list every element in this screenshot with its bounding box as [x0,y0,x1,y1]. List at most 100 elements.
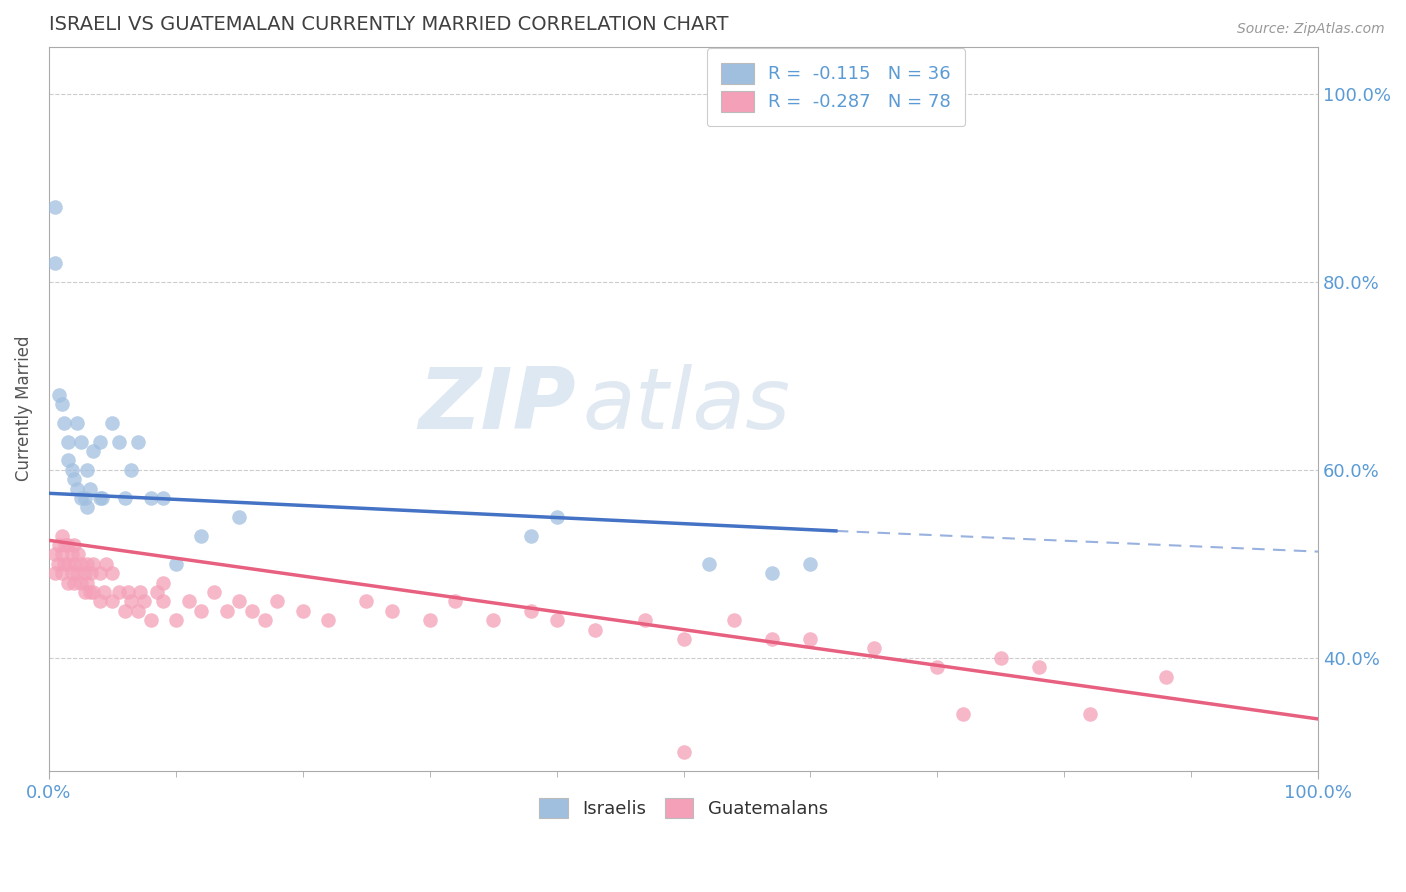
Point [114,604,136,618]
Point [69,557,91,571]
Point [76,463,98,477]
Point [51,566,73,581]
Point [444,594,467,608]
Point [48,538,70,552]
Point [89,566,111,581]
Point [101,594,124,608]
Point [56,538,79,552]
Point [69,491,91,505]
Point [69,434,91,449]
Point [546,509,568,524]
Point [990,651,1012,665]
Point [114,491,136,505]
Point [56,575,79,590]
Point [66,416,89,430]
Point [44,200,66,214]
Point [228,594,250,608]
Point [799,632,821,646]
Point [60,566,83,581]
Point [73,566,96,581]
Point [723,613,745,627]
Point [63,557,86,571]
Point [1154,670,1177,684]
Point [51,528,73,542]
Point [152,491,174,505]
Point [67,548,90,562]
Point [107,585,129,599]
Point [152,594,174,608]
Point [127,434,149,449]
Point [1028,660,1050,674]
Point [761,632,783,646]
Point [94,557,117,571]
Point [228,509,250,524]
Point [202,585,225,599]
Point [190,528,212,542]
Point [546,613,568,627]
Point [63,472,86,486]
Point [165,613,187,627]
Point [56,434,79,449]
Point [134,594,156,608]
Point [121,594,143,608]
Point [291,604,314,618]
Point [73,491,96,505]
Point [520,604,543,618]
Point [63,538,86,552]
Point [799,557,821,571]
Point [419,613,441,627]
Text: ISRAELI VS GUATEMALAN CURRENTLY MARRIED CORRELATION CHART: ISRAELI VS GUATEMALAN CURRENTLY MARRIED … [49,15,728,34]
Point [672,745,695,759]
Point [101,566,124,581]
Point [697,557,720,571]
Y-axis label: Currently Married: Currently Married [15,336,32,482]
Point [63,575,86,590]
Point [672,632,695,646]
Point [69,575,91,590]
Point [76,557,98,571]
Point [146,585,169,599]
Point [117,585,139,599]
Point [48,387,70,401]
Point [93,585,115,599]
Point [44,256,66,270]
Point [89,594,111,608]
Point [76,500,98,515]
Point [927,660,949,674]
Point [761,566,783,581]
Legend: Israelis, Guatemalans: Israelis, Guatemalans [530,789,837,827]
Point [121,463,143,477]
Point [56,453,79,467]
Point [82,585,104,599]
Point [129,585,152,599]
Point [253,613,276,627]
Point [520,528,543,542]
Point [316,613,339,627]
Point [76,575,98,590]
Point [60,463,83,477]
Point [177,594,200,608]
Point [82,444,104,458]
Point [356,594,378,608]
Point [1078,707,1101,722]
Text: ZIP: ZIP [418,364,575,447]
Point [46,557,69,571]
Point [55,538,77,552]
Point [66,482,89,496]
Point [53,416,76,430]
Point [73,585,96,599]
Point [482,613,505,627]
Point [107,434,129,449]
Point [79,482,101,496]
Point [165,557,187,571]
Text: atlas: atlas [582,364,790,447]
Point [583,623,606,637]
Point [952,707,974,722]
Point [190,604,212,618]
Point [139,491,162,505]
Point [51,397,73,411]
Point [66,566,89,581]
Point [127,604,149,618]
Point [56,557,79,571]
Text: Source: ZipAtlas.com: Source: ZipAtlas.com [1237,22,1385,37]
